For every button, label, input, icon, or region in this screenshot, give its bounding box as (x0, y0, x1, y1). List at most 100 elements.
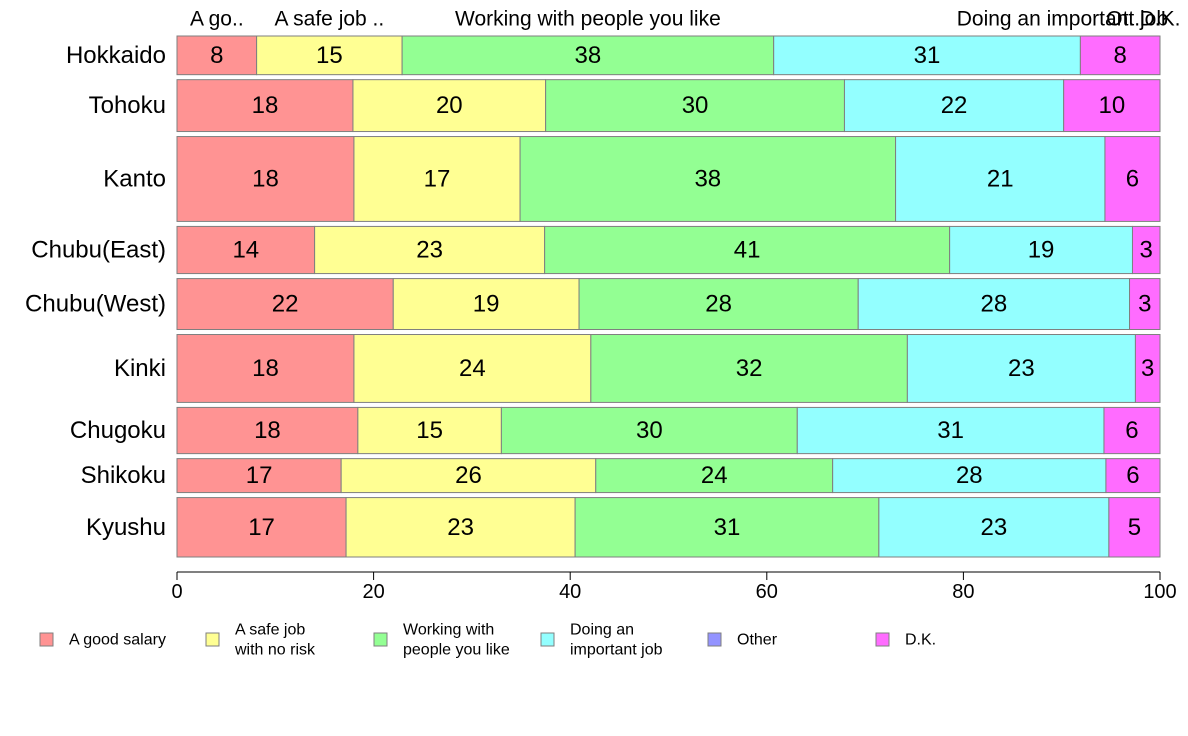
legend-label: A safe job (235, 622, 305, 639)
legend-label: people you like (403, 642, 510, 659)
legend-label: important job (570, 642, 663, 659)
bar-segment (1079, 35, 1161, 76)
bar-segment (353, 334, 592, 403)
bar-value-label: 26 (455, 462, 482, 489)
bar-segment (176, 79, 354, 133)
bar-segment (1063, 79, 1161, 133)
bar-segment (1105, 458, 1161, 494)
bar-value-label: 3 (1141, 355, 1154, 382)
x-tick-label: 0 (171, 581, 182, 603)
bar-segment (1131, 225, 1161, 275)
bar-value-label: 6 (1126, 165, 1139, 192)
bar-value-label: 32 (736, 355, 763, 382)
bar-value-label: 23 (1008, 355, 1035, 382)
bar-value-label: 19 (473, 291, 500, 318)
bar-value-label: 18 (252, 355, 279, 382)
bar-value-label: 5 (1128, 514, 1141, 541)
top-category-label: A go.. (190, 8, 244, 31)
x-tick-label: 60 (756, 581, 778, 603)
bar-segment (176, 458, 342, 494)
bar-segment (500, 406, 798, 455)
legend-swatch (540, 632, 555, 647)
bar-value-label: 22 (941, 92, 968, 119)
top-category-label: A safe job .. (274, 8, 384, 31)
bar-segment (1103, 406, 1161, 455)
bar-segment (352, 79, 547, 133)
region-labels: Hokkaido Tohoku Kanto Chubu(East) Chubu(West… (25, 42, 166, 541)
legend: A good salary A safe job with no risk Worki… (39, 622, 936, 659)
bar-segment (176, 497, 347, 558)
region-label: Kyushu (86, 514, 166, 541)
bar-value-label: 23 (981, 514, 1008, 541)
legend-label: D.K. (905, 632, 936, 649)
bar-value-label: 6 (1126, 462, 1139, 489)
bar-value-label: 18 (252, 92, 279, 119)
bar-segment (357, 406, 502, 455)
bar-value-label: 30 (636, 417, 663, 444)
bar-value-label: 3 (1138, 291, 1151, 318)
bar-value-label: 8 (210, 42, 223, 69)
top-category-label: D.K. (1140, 8, 1181, 31)
bar-segment (1134, 334, 1161, 403)
legend-swatch (707, 632, 722, 647)
bar-segment (895, 136, 1106, 222)
bar-value-label: 10 (1098, 92, 1125, 119)
legend-swatch (39, 632, 54, 647)
top-category-labels: A go.. A safe job .. Working with people y… (190, 8, 1180, 31)
bar-value-label: 18 (254, 417, 281, 444)
bar-value-label: 23 (416, 237, 443, 264)
bar-segment (949, 225, 1133, 275)
bar-value-label: 38 (694, 165, 721, 192)
bar-value-label: 38 (575, 42, 602, 69)
bar-value-label: 30 (682, 92, 709, 119)
region-label: Kanto (103, 165, 166, 192)
bar-value-label: 14 (232, 237, 259, 264)
x-tick-label: 100 (1143, 581, 1176, 603)
bar-segment (176, 334, 355, 403)
bar-value-label: 31 (914, 42, 941, 69)
bar-value-label: 28 (705, 291, 732, 318)
bar-value-label: 28 (956, 462, 983, 489)
bar-segment (595, 458, 834, 494)
bar-segment (176, 406, 359, 455)
bar-value-label: 17 (424, 165, 451, 192)
bar-segment (574, 497, 880, 558)
legend-swatch (205, 632, 220, 647)
x-axis: 0 20 40 60 80 100 (171, 571, 1177, 603)
bar-segment (353, 136, 521, 222)
legend-label: Working with (403, 622, 494, 639)
legend-label: A good salary (69, 632, 166, 649)
bar-segment (1108, 497, 1161, 558)
bar-segment (345, 497, 576, 558)
bar-value-label: 15 (316, 42, 343, 69)
legend-label: Doing an (570, 622, 634, 639)
region-label: Tohoku (89, 92, 166, 119)
bar-value-label: 24 (701, 462, 728, 489)
bar-value-label: 6 (1125, 417, 1138, 444)
region-label: Kinki (114, 355, 166, 382)
bar-value-label: 28 (981, 291, 1008, 318)
bar-value-label: 22 (272, 291, 299, 318)
region-label: Chubu(East) (31, 237, 166, 264)
x-tick-label: 20 (362, 581, 384, 603)
region-label: Chubu(West) (25, 291, 166, 318)
bar-segment (1129, 278, 1161, 331)
bar-value-label: 31 (937, 417, 964, 444)
bar-value-label: 17 (248, 514, 275, 541)
region-label: Hokkaido (66, 42, 166, 69)
bar-segment (519, 136, 897, 222)
bar-value-label: 23 (447, 514, 474, 541)
bar-value-label: 41 (734, 237, 761, 264)
x-tick-label: 40 (559, 581, 581, 603)
bar-value-label: 21 (987, 165, 1014, 192)
bar-segment (545, 79, 845, 133)
bar-segment (843, 79, 1065, 133)
bar-value-label: 17 (246, 462, 273, 489)
legend-swatch (875, 632, 890, 647)
bar-segment (392, 278, 580, 331)
top-category-label: Ot.. (1106, 8, 1140, 31)
bar-segment (176, 136, 355, 222)
bar-segment (1104, 136, 1161, 222)
